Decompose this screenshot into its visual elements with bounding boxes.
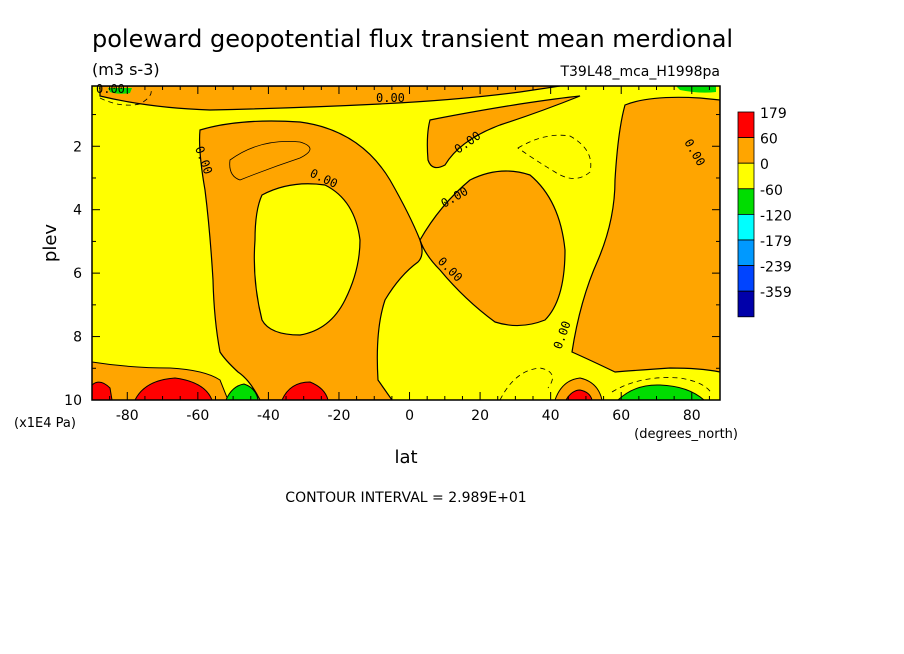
- colorbar-swatch: [737, 111, 755, 139]
- x-tick-label: 20: [471, 408, 489, 424]
- colorbar-label: -120: [760, 208, 792, 224]
- x-tick-label: -80: [116, 408, 139, 424]
- x-axis: -80 -60 -40 -20 0 20 40 60 80: [91, 86, 710, 424]
- colorbar-label: 0: [760, 157, 769, 173]
- y-tick-label: 8: [73, 330, 82, 346]
- colorbar-label: 179: [760, 106, 787, 122]
- contour-inner-thin: [229, 141, 311, 181]
- x-tick-label: -20: [328, 408, 351, 424]
- field-negative-top-right: [676, 86, 716, 93]
- x-tick-label: -40: [257, 408, 280, 424]
- field-positive-north: [571, 96, 720, 373]
- y-tick-label: 4: [73, 203, 82, 219]
- colorbar-swatch: [737, 265, 755, 292]
- colorbar-swatch: [737, 213, 755, 241]
- colorbar-label: -179: [760, 234, 792, 250]
- colorbar-label: -60: [760, 183, 783, 199]
- y-tick-label: 10: [64, 393, 82, 409]
- run-label: T39L48_mca_H1998pa: [559, 64, 720, 80]
- x-tick-label: 60: [612, 408, 630, 424]
- contour-negative-dashed-2: [99, 87, 152, 106]
- field-positive-bottom-north: [554, 377, 603, 400]
- x-tick-label: 0: [405, 408, 414, 424]
- colorbar-label: -239: [760, 260, 792, 276]
- field-negative-1: [225, 383, 259, 400]
- y-axis-units: (x1E4 Pa): [14, 416, 76, 431]
- y-tick-label: 6: [73, 266, 82, 282]
- contour-label: 0.00: [376, 91, 405, 105]
- field-positive-center: [419, 170, 566, 327]
- field-negative-top-left: [108, 88, 132, 94]
- colorbar-label: 60: [760, 132, 778, 148]
- x-tick-label: 40: [542, 408, 560, 424]
- field-strong-positive-3: [281, 381, 329, 400]
- field-negative-2: [617, 384, 705, 400]
- x-tick-label: 80: [683, 408, 701, 424]
- contour-negative-dashed-1: [517, 134, 592, 179]
- colorbar-label: -359: [760, 285, 792, 301]
- contour-label: 0.00: [96, 82, 125, 96]
- x-axis-units: (degrees_north): [634, 427, 738, 442]
- colorbar-legend: 179 60 0 -60 -120 -179 -239 -359: [737, 106, 792, 318]
- chart-title: poleward geopotential flux transient mea…: [92, 25, 733, 53]
- contour-negative-dashed-3: [499, 367, 553, 400]
- colorbar-swatch: [737, 239, 755, 267]
- contour-negative-dashed-4: [611, 377, 713, 395]
- y-axis-label: plev: [40, 224, 61, 263]
- plot-frame: [91, 85, 721, 401]
- field-strong-positive-2: [134, 377, 213, 400]
- contour-interval: CONTOUR INTERVAL = 2.989E+01: [285, 490, 526, 506]
- field-strong-positive-1: [92, 381, 113, 400]
- colorbar-swatch: [737, 290, 755, 318]
- field-positive-top-tongue: [426, 95, 581, 169]
- y-axis: 2 4 6 8 10: [64, 114, 720, 409]
- colorbar-swatch: [737, 162, 755, 190]
- field-near-zero-hole: [253, 183, 361, 336]
- field-positive-top: [99, 86, 561, 111]
- x-axis-label: lat: [394, 447, 417, 468]
- colorbar-swatch: [737, 137, 755, 164]
- x-tick-label: -60: [186, 408, 209, 424]
- y-tick-label: 2: [73, 139, 82, 155]
- colorbar-swatch: [737, 188, 755, 215]
- chart-units: (m3 s-3): [92, 60, 160, 79]
- plot-area: [92, 86, 720, 400]
